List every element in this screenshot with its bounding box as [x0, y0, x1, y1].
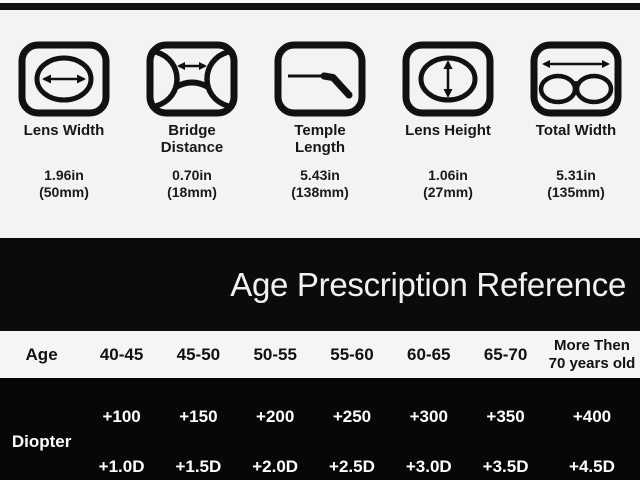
diopter-row-label: Diopter: [11, 432, 72, 451]
measurement-label: Bridge Distance: [160, 122, 224, 157]
lens-height-icon: [402, 41, 494, 117]
diopter-value: +150: [179, 407, 218, 426]
measurement-label: Total Width: [535, 122, 617, 139]
measurement-label: Lens Width: [23, 122, 105, 139]
age-range: 60-65: [407, 344, 451, 364]
diopter-value: +3.0D: [405, 457, 452, 476]
age-range: 45-50: [176, 344, 221, 364]
temple-length-icon: [274, 41, 366, 117]
diopter-value: +400: [572, 407, 612, 426]
lens-width-icon: [18, 41, 110, 117]
measurement-value: 5.31in (135mm): [547, 167, 605, 201]
measurement-total-width: Total Width 5.31in (135mm): [512, 10, 640, 238]
measurement-temple-length: Temple Length 5.43in (138mm): [256, 10, 384, 238]
measurement-value: 1.06in (27mm): [423, 167, 473, 201]
total-width-icon: [530, 41, 622, 117]
diopter-value: +2.5D: [329, 457, 375, 476]
age-range: 65-70: [483, 344, 528, 364]
diopter-value: +1.0D: [98, 457, 145, 476]
diopter-value: +300: [409, 407, 448, 426]
diopter-value: +3.5D: [482, 457, 529, 476]
diopter-value: +4.5D: [569, 457, 615, 476]
diopter-value: +350: [486, 407, 525, 426]
measurement-lens-width: Lens Width 1.96in (50mm): [0, 10, 128, 238]
age-row-label: Age: [25, 344, 58, 364]
measurement-label: Temple Length: [294, 122, 346, 157]
diopter-value: +100: [102, 407, 141, 426]
measurement-value: 1.96in (50mm): [39, 167, 89, 201]
top-divider-bar: [0, 3, 640, 10]
measurement-value: 5.43in (138mm): [291, 167, 349, 201]
measurements-section: Lens Width 1.96in (50mm) Bridge Distance…: [0, 10, 640, 238]
age-prescription-banner: Age Prescription Reference: [0, 238, 640, 331]
measurement-lens-height: Lens Height 1.06in (27mm): [384, 10, 512, 238]
measurement-bridge-distance: Bridge Distance 0.70in (18mm): [128, 10, 256, 238]
age-range: 55-60: [330, 344, 374, 364]
age-header-row: Age 40-45 45-50 50-55 55-60 60-65 65-70 …: [0, 331, 640, 378]
age-range: 50-55: [253, 344, 297, 364]
measurement-value: 0.70in (18mm): [167, 167, 217, 201]
diopter-value: +1.5D: [175, 457, 222, 476]
banner-title: Age Prescription Reference: [230, 265, 626, 303]
measurement-label: Lens Height: [405, 122, 491, 139]
diopter-value: +200: [256, 407, 295, 426]
age-range: More Then 70 years old: [548, 337, 636, 372]
diopter-value: +250: [332, 407, 372, 426]
diopter-body: Diopter +100 +150 +200 +250 +300 +350 +4…: [0, 378, 640, 480]
age-range: 40-45: [99, 344, 144, 364]
diopter-value: +2.0D: [252, 457, 299, 476]
age-prescription-table: Age 40-45 45-50 50-55 55-60 60-65 65-70 …: [0, 331, 640, 480]
bridge-distance-icon: [146, 41, 238, 117]
top-white-strip: [0, 0, 640, 3]
